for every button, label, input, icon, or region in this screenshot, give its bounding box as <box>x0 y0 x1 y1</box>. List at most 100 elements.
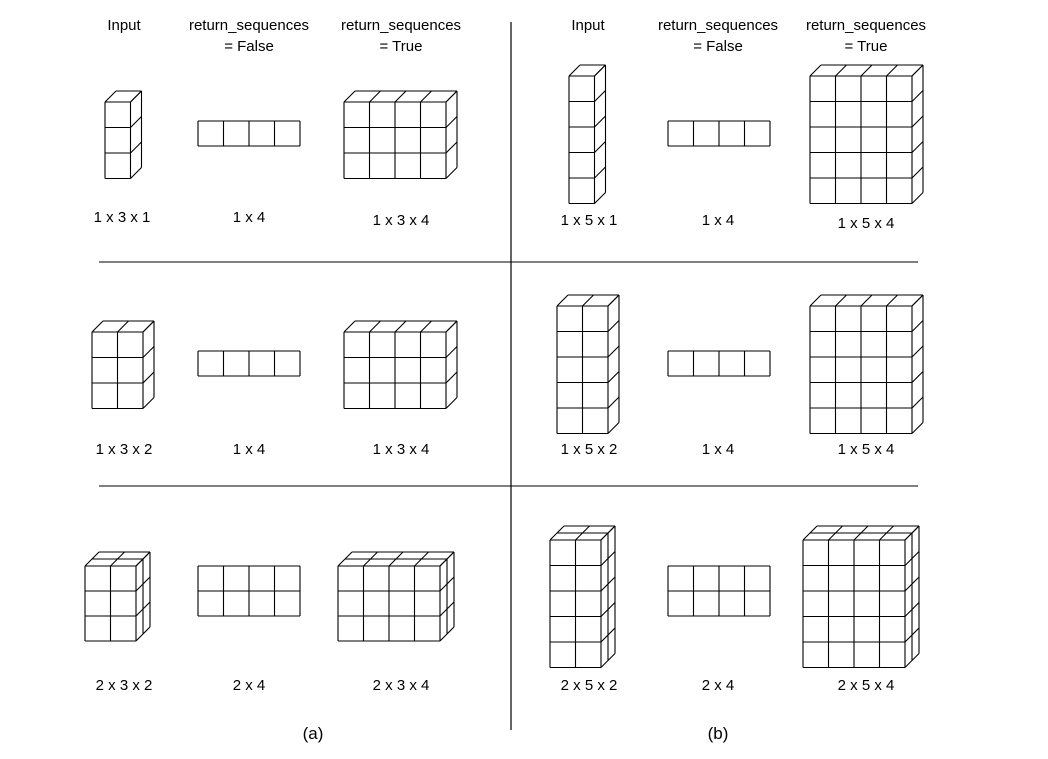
panel-b-row-1-input-shape: 1 x 5 x 1 <box>561 212 618 229</box>
panel-b-row-1-input-grid <box>568 64 607 205</box>
grid-line <box>568 64 581 77</box>
grid-line <box>860 64 873 77</box>
panel-a-row-1-false-shape: 1 x 4 <box>233 209 266 226</box>
panel-a-row-3-false-grid <box>197 565 301 617</box>
grid-line <box>607 345 620 358</box>
panel-a-row-3-input-grid <box>84 551 151 642</box>
panel-b-row-2-input-shape: 1 x 5 x 2 <box>561 441 618 458</box>
panel-a-row-3-input-shape: 2 x 3 x 2 <box>96 677 153 694</box>
panel-b-row-1-false-shape: 1 x 4 <box>702 212 735 229</box>
grid-line <box>445 397 458 409</box>
panel-a-header-false-line2: = False <box>224 38 274 55</box>
panel-b-row-3-true-grid <box>802 525 920 669</box>
grid-line <box>369 90 381 103</box>
grid-line <box>607 396 620 409</box>
grid-line <box>130 167 142 179</box>
grid-line <box>445 141 458 154</box>
grid-line <box>835 64 847 77</box>
grid-line <box>607 371 620 383</box>
grid-line <box>594 141 606 153</box>
grid-line <box>130 141 142 154</box>
grid-line <box>594 115 606 128</box>
grid-line <box>142 320 155 333</box>
grid-line <box>607 422 620 434</box>
grid-line <box>142 371 155 384</box>
panel-b-row-2-false-grid <box>667 350 771 377</box>
grid-line <box>117 320 129 333</box>
grid-line <box>594 64 606 77</box>
panel-b-header-input: Input <box>571 17 605 34</box>
grid-line <box>911 115 924 128</box>
panel-a-row-2-true-grid <box>343 320 458 410</box>
panel-b-row-2-false-shape: 1 x 4 <box>702 441 735 458</box>
panel-a-header-true-line2: = True <box>380 38 423 55</box>
grid-line <box>104 90 117 103</box>
grid-line <box>394 90 407 103</box>
grid-line <box>445 116 458 128</box>
grid-line <box>420 90 432 103</box>
panel-a-row-2-input-shape: 1 x 3 x 2 <box>96 441 153 458</box>
panel-b-row-1-false-grid <box>667 120 771 147</box>
panel-b-row-1-true-grid <box>809 64 924 205</box>
grid-line <box>343 320 356 333</box>
panel-a-row-3-true-grid <box>337 551 455 642</box>
grid-line <box>343 90 356 103</box>
panel-a-row-1-input-shape: 1 x 3 x 1 <box>94 209 151 226</box>
grid-line <box>809 294 822 307</box>
grid-line <box>911 371 924 383</box>
panel-a-row-3-false-shape: 2 x 4 <box>233 677 266 694</box>
grid-line <box>445 346 458 358</box>
grid-line <box>911 90 924 102</box>
grid-line <box>369 320 381 333</box>
grid-line <box>911 422 924 434</box>
panel-a-header-false-line1: return_sequences <box>189 17 309 34</box>
grid-line <box>142 346 155 358</box>
grid-line <box>886 294 898 307</box>
grid-line <box>911 320 924 332</box>
grid-line <box>420 320 432 333</box>
grid-line <box>911 141 924 153</box>
grid-line <box>607 294 620 307</box>
panel-b-header-true-line1: return_sequences <box>806 17 926 34</box>
grid-line <box>860 294 873 307</box>
grid-line <box>607 320 620 332</box>
grid-line <box>911 294 924 307</box>
panel-a-header-input: Input <box>107 17 141 34</box>
panel-b-row-3-input-grid <box>549 525 616 669</box>
panel-a-row-2-input-grid <box>91 320 155 410</box>
panel-a-row-1-false-grid <box>197 120 301 147</box>
grid-line <box>594 192 606 204</box>
panel-a-header-true-line1: return_sequences <box>341 17 461 34</box>
grid-line <box>594 166 606 179</box>
grid-line <box>394 320 407 333</box>
grid-line <box>445 320 458 333</box>
panel-a-row-1-input-grid <box>104 90 143 180</box>
panel-a-row-2-false-shape: 1 x 4 <box>233 441 266 458</box>
grid-line <box>809 64 822 77</box>
panel-a-row-2-false-grid <box>197 350 301 377</box>
grid-line <box>582 294 594 307</box>
panel-b-row-2-true-shape: 1 x 5 x 4 <box>838 441 895 458</box>
grid-line <box>445 167 458 179</box>
panel-b-header-false-line1: return_sequences <box>658 17 778 34</box>
panel-b-header-true-line2: = True <box>845 38 888 55</box>
panel-b-row-3-false-shape: 2 x 4 <box>702 677 735 694</box>
grid-line <box>556 294 569 307</box>
panel-b-header-false-line2: = False <box>693 38 743 55</box>
grid-line <box>911 396 924 409</box>
panel-b-caption: (b) <box>708 724 729 743</box>
panel-a-row-3-true-shape: 2 x 3 x 4 <box>373 677 430 694</box>
grid-line <box>911 345 924 358</box>
panel-a-row-1-true-shape: 1 x 3 x 4 <box>373 212 430 229</box>
grid-line <box>911 64 924 77</box>
grid-line <box>130 116 142 128</box>
panel-a-row-1-true-grid <box>343 90 458 180</box>
panel-b-row-2-input-grid <box>556 294 620 435</box>
grid-line <box>142 397 155 409</box>
grid-line <box>91 320 104 333</box>
panel-b-row-1-true-shape: 1 x 5 x 4 <box>838 215 895 232</box>
grid-line <box>886 64 898 77</box>
panel-b-row-3-true-shape: 2 x 5 x 4 <box>838 677 895 694</box>
panel-a-row-2-true-shape: 1 x 3 x 4 <box>373 441 430 458</box>
